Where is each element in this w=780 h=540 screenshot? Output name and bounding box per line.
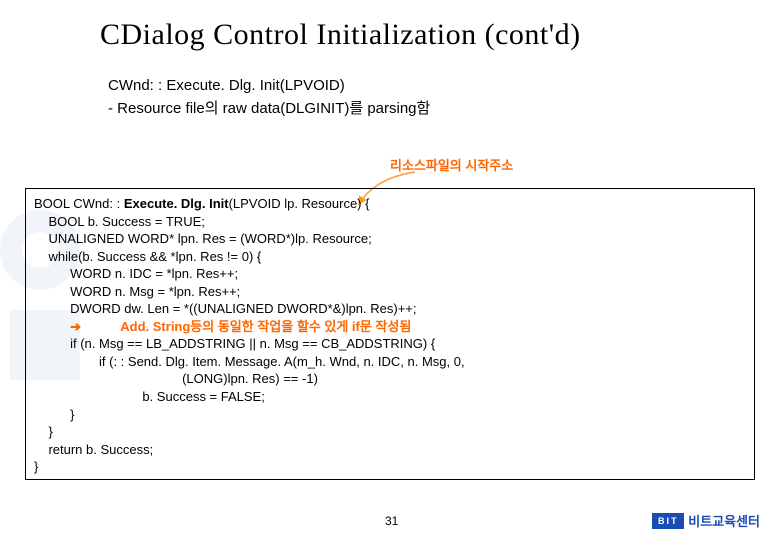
code-l10: if (: : Send. Dlg. Item. Message. A(m_h.… [34,354,465,369]
subtitle-block: CWnd: : Execute. Dlg. Init(LPVOID) - Res… [108,75,430,120]
code-l9: if (n. Msg == LB_ADDSTRING || n. Msg == … [34,336,435,351]
arrow-glyph-icon: ➔ [34,319,81,334]
code-l3: UNALIGNED WORD* lpn. Res = (WORD*)lp. Re… [34,231,372,246]
subtitle-line-2: - Resource file의 raw data(DLGINIT)를 pars… [108,98,430,121]
code-l16: } [34,459,38,474]
code-l7: DWORD dw. Len = *((UNALIGNED DWORD*&)lpn… [34,301,417,316]
code-box: BOOL CWnd: : Execute. Dlg. Init(LPVOID l… [25,188,755,480]
code-l11: (LONG)lpn. Res) == -1) [34,371,318,386]
code-l8: Add. String등의 동일한 작업을 할수 있게 if문 작성됨 [81,319,411,334]
page-number: 31 [385,514,398,528]
code-l2: BOOL b. Success = TRUE; [34,214,205,229]
subtitle-line-1: CWnd: : Execute. Dlg. Init(LPVOID) [108,75,430,98]
footer-logo: BIT 비트교육센터 [652,511,760,530]
code-l15: return b. Success; [34,442,153,457]
page-title: CDialog Control Initialization (cont'd) [100,18,581,52]
logo-text: 비트교육센터 [688,511,760,530]
code-l13: } [34,407,74,422]
code-l12: b. Success = FALSE; [34,389,265,404]
code-l1c: (LPVOID lp. Resource) { [229,196,370,211]
code-l1a: BOOL CWnd: : [34,196,124,211]
code-l1b: Execute. Dlg. Init [124,196,229,211]
code-l4: while(b. Success && *lpn. Res != 0) { [34,249,261,264]
code-l14: } [34,424,53,439]
code-l5: WORD n. IDC = *lpn. Res++; [34,266,238,281]
code-l6: WORD n. Msg = *lpn. Res++; [34,284,240,299]
callout-label: 리소스파일의 시작주소 [390,155,513,174]
slide: CDialog Control Initialization (cont'd) … [0,0,780,540]
logo-badge: BIT [652,513,684,529]
